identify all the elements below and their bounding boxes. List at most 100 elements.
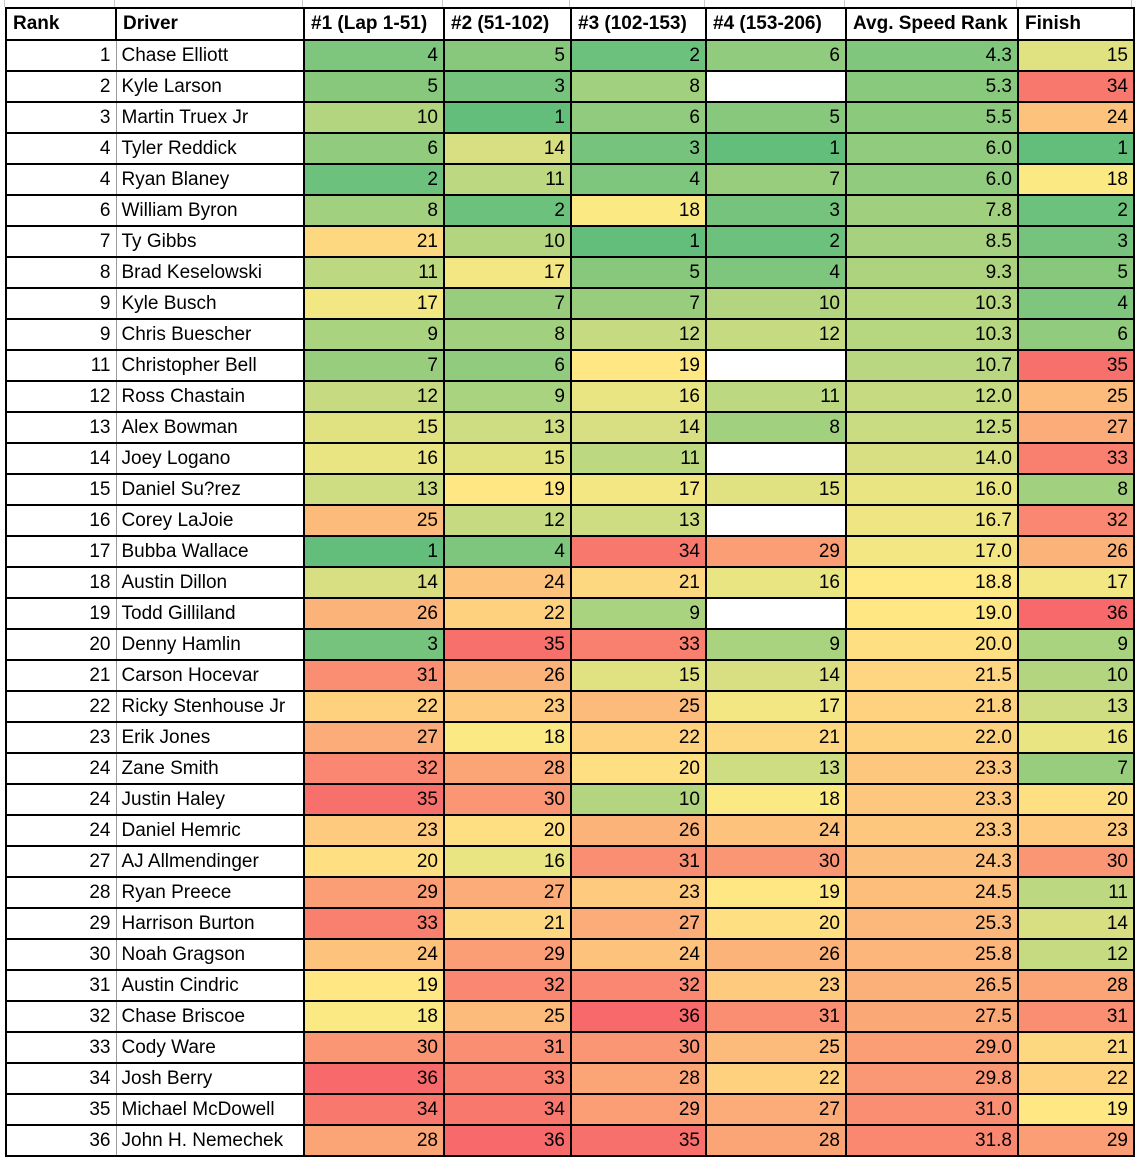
finish-cell[interactable]: 30 bbox=[1017, 845, 1135, 878]
segment-3-cell[interactable]: 17 bbox=[570, 473, 707, 506]
segment-2-cell[interactable]: 2 bbox=[443, 194, 572, 227]
rank-cell[interactable]: 19 bbox=[5, 597, 117, 630]
rank-cell[interactable]: 23 bbox=[5, 721, 117, 754]
segment-2-cell[interactable]: 18 bbox=[443, 721, 572, 754]
finish-cell[interactable]: 4 bbox=[1017, 287, 1135, 320]
segment-1-cell[interactable]: 32 bbox=[303, 752, 445, 785]
segment-2-cell[interactable]: 29 bbox=[443, 938, 572, 971]
avg-speed-rank-cell[interactable]: 5.3 bbox=[845, 70, 1019, 103]
segment-1-cell[interactable]: 6 bbox=[303, 132, 445, 165]
avg-speed-rank-cell[interactable]: 25.8 bbox=[845, 938, 1019, 971]
driver-cell[interactable]: Cody Ware bbox=[115, 1031, 305, 1064]
finish-cell[interactable]: 27 bbox=[1017, 411, 1135, 444]
segment-2-cell[interactable]: 34 bbox=[443, 1093, 572, 1126]
segment-1-cell[interactable]: 26 bbox=[303, 597, 445, 630]
segment-3-cell[interactable]: 2 bbox=[570, 39, 707, 72]
segment-4-cell[interactable]: 28 bbox=[705, 1124, 847, 1157]
finish-cell[interactable]: 15 bbox=[1017, 39, 1135, 72]
segment-1-cell[interactable]: 10 bbox=[303, 101, 445, 134]
driver-cell[interactable]: Noah Gragson bbox=[115, 938, 305, 971]
rank-cell[interactable]: 20 bbox=[5, 628, 117, 661]
segment-1-cell[interactable]: 30 bbox=[303, 1031, 445, 1064]
segment-3-cell[interactable]: 9 bbox=[570, 597, 707, 630]
avg-speed-rank-cell[interactable]: 26.5 bbox=[845, 969, 1019, 1002]
rank-cell[interactable]: 11 bbox=[5, 349, 117, 382]
rank-cell[interactable]: 18 bbox=[5, 566, 117, 599]
driver-cell[interactable]: John H. Nemechek bbox=[115, 1124, 305, 1157]
segment-4-cell[interactable]: 10 bbox=[705, 287, 847, 320]
segment-4-cell[interactable] bbox=[705, 349, 847, 382]
segment-2-cell[interactable]: 36 bbox=[443, 1124, 572, 1157]
segment-3-cell[interactable]: 8 bbox=[570, 70, 707, 103]
rank-cell[interactable]: 12 bbox=[5, 380, 117, 413]
finish-cell[interactable]: 5 bbox=[1017, 256, 1135, 289]
finish-cell[interactable]: 12 bbox=[1017, 938, 1135, 971]
rank-cell[interactable]: 33 bbox=[5, 1031, 117, 1064]
rank-cell[interactable]: 29 bbox=[5, 907, 117, 940]
segment-4-cell[interactable]: 13 bbox=[705, 752, 847, 785]
segment-4-cell[interactable]: 8 bbox=[705, 411, 847, 444]
segment-3-cell[interactable]: 12 bbox=[570, 318, 707, 351]
driver-cell[interactable]: Daniel Hemric bbox=[115, 814, 305, 847]
rank-cell[interactable]: 6 bbox=[5, 194, 117, 227]
rank-cell[interactable]: 9 bbox=[5, 318, 117, 351]
segment-1-cell[interactable]: 3 bbox=[303, 628, 445, 661]
rank-cell[interactable]: 35 bbox=[5, 1093, 117, 1126]
segment-2-cell[interactable]: 23 bbox=[443, 690, 572, 723]
segment-4-cell[interactable]: 20 bbox=[705, 907, 847, 940]
segment-3-cell[interactable]: 23 bbox=[570, 876, 707, 909]
segment-3-cell[interactable]: 13 bbox=[570, 504, 707, 537]
rank-cell[interactable]: 31 bbox=[5, 969, 117, 1002]
segment-3-cell[interactable]: 3 bbox=[570, 132, 707, 165]
segment-2-cell[interactable]: 8 bbox=[443, 318, 572, 351]
avg-speed-rank-cell[interactable]: 21.8 bbox=[845, 690, 1019, 723]
avg-speed-rank-cell[interactable]: 5.5 bbox=[845, 101, 1019, 134]
finish-cell[interactable]: 25 bbox=[1017, 380, 1135, 413]
segment-2-cell[interactable]: 35 bbox=[443, 628, 572, 661]
finish-cell[interactable]: 26 bbox=[1017, 535, 1135, 568]
segment-3-cell[interactable]: 19 bbox=[570, 349, 707, 382]
avg-speed-rank-cell[interactable]: 12.5 bbox=[845, 411, 1019, 444]
segment-2-cell[interactable]: 14 bbox=[443, 132, 572, 165]
segment-2-cell[interactable]: 16 bbox=[443, 845, 572, 878]
rank-cell[interactable]: 4 bbox=[5, 132, 117, 165]
finish-cell[interactable]: 35 bbox=[1017, 349, 1135, 382]
segment-4-cell[interactable]: 7 bbox=[705, 163, 847, 196]
finish-cell[interactable]: 21 bbox=[1017, 1031, 1135, 1064]
segment-3-cell[interactable]: 24 bbox=[570, 938, 707, 971]
rank-cell[interactable]: 24 bbox=[5, 814, 117, 847]
segment-2-cell[interactable]: 25 bbox=[443, 1000, 572, 1033]
segment-4-cell[interactable]: 19 bbox=[705, 876, 847, 909]
driver-cell[interactable]: Erik Jones bbox=[115, 721, 305, 754]
driver-cell[interactable]: William Byron bbox=[115, 194, 305, 227]
driver-cell[interactable]: Carson Hocevar bbox=[115, 659, 305, 692]
avg-speed-rank-cell[interactable]: 14.0 bbox=[845, 442, 1019, 475]
finish-cell[interactable]: 32 bbox=[1017, 504, 1135, 537]
segment-1-cell[interactable]: 31 bbox=[303, 659, 445, 692]
driver-cell[interactable]: Justin Haley bbox=[115, 783, 305, 816]
segment-1-cell[interactable]: 12 bbox=[303, 380, 445, 413]
finish-cell[interactable]: 33 bbox=[1017, 442, 1135, 475]
driver-cell[interactable]: Ryan Blaney bbox=[115, 163, 305, 196]
header-segment-3[interactable]: #3 (102-153) bbox=[570, 7, 707, 41]
segment-2-cell[interactable]: 26 bbox=[443, 659, 572, 692]
segment-3-cell[interactable]: 6 bbox=[570, 101, 707, 134]
driver-cell[interactable]: Tyler Reddick bbox=[115, 132, 305, 165]
finish-cell[interactable]: 16 bbox=[1017, 721, 1135, 754]
segment-4-cell[interactable] bbox=[705, 70, 847, 103]
header-rank[interactable]: Rank bbox=[5, 7, 117, 41]
rank-cell[interactable]: 36 bbox=[5, 1124, 117, 1157]
segment-2-cell[interactable]: 32 bbox=[443, 969, 572, 1002]
segment-3-cell[interactable]: 29 bbox=[570, 1093, 707, 1126]
segment-4-cell[interactable]: 22 bbox=[705, 1062, 847, 1095]
driver-cell[interactable]: Corey LaJoie bbox=[115, 504, 305, 537]
segment-1-cell[interactable]: 16 bbox=[303, 442, 445, 475]
driver-cell[interactable]: Zane Smith bbox=[115, 752, 305, 785]
finish-cell[interactable]: 36 bbox=[1017, 597, 1135, 630]
segment-1-cell[interactable]: 25 bbox=[303, 504, 445, 537]
segment-4-cell[interactable]: 16 bbox=[705, 566, 847, 599]
segment-1-cell[interactable]: 13 bbox=[303, 473, 445, 506]
rank-cell[interactable]: 28 bbox=[5, 876, 117, 909]
avg-speed-rank-cell[interactable]: 29.0 bbox=[845, 1031, 1019, 1064]
driver-cell[interactable]: Brad Keselowski bbox=[115, 256, 305, 289]
